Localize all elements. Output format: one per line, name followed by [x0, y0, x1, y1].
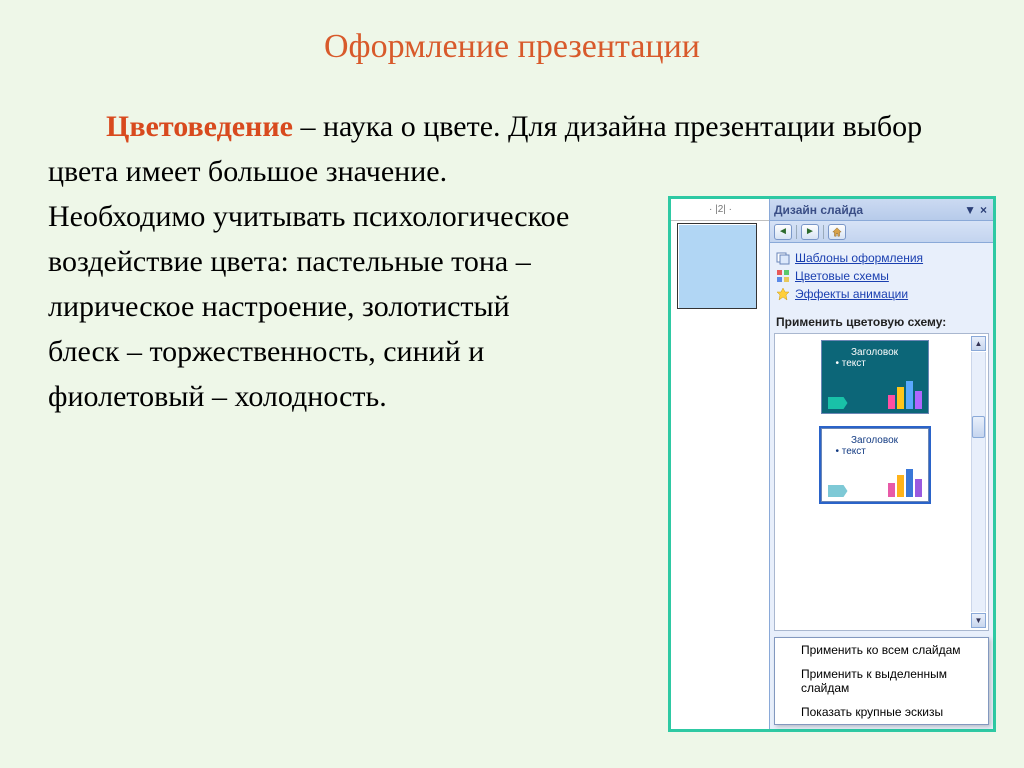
thumb-title: Заголовок: [828, 435, 922, 446]
paragraph-1: Цветоведение – наука о цвете. Для дизайн…: [48, 104, 976, 194]
scroll-up-icon[interactable]: ▲: [971, 336, 986, 351]
menu-apply-selected[interactable]: Применить к выделенным слайдам: [775, 662, 988, 700]
scroll-down-icon[interactable]: ▼: [971, 613, 986, 628]
nav-home-icon[interactable]: [828, 224, 846, 240]
context-menu: Применить ко всем слайдам Применить к вы…: [774, 637, 989, 725]
link-animation[interactable]: Эффекты анимации: [776, 285, 987, 303]
scheme-thumb-2[interactable]: Заголовок • текст: [821, 428, 929, 502]
ruler: · |2| ·: [671, 199, 769, 221]
taskpane-screenshot: · |2| · Дизайн слайда ▼ × ◄ ► Шаблоны оф…: [668, 196, 996, 732]
thumb-chart: [888, 469, 922, 497]
schemes-list: ▲ ▼ Заголовок • текст Заголовок • текст: [774, 333, 989, 631]
pane-title: Дизайн слайда: [774, 203, 863, 217]
thumb-title: Заголовок: [828, 347, 922, 358]
slide-title: Оформление презентации: [0, 0, 1024, 66]
term-highlight: Цветоведение: [106, 110, 293, 143]
nav-separator: [823, 225, 824, 239]
scheme-thumb-1[interactable]: Заголовок • текст: [821, 340, 929, 414]
pane-dropdown-icon[interactable]: ▼: [962, 203, 978, 217]
paragraph-2: Необходимо учитывать психологическое воз…: [48, 194, 588, 419]
menu-apply-all[interactable]: Применить ко всем слайдам: [775, 638, 988, 662]
nav-back-icon[interactable]: ◄: [774, 224, 792, 240]
menu-large-thumbs[interactable]: Показать крупные эскизы: [775, 700, 988, 724]
link-label: Эффекты анимации: [795, 287, 908, 301]
section-label: Применить цветовую схему:: [770, 307, 993, 333]
pane-header: Дизайн слайда ▼ ×: [770, 199, 993, 221]
thumb-shape: [828, 485, 848, 497]
scroll-track[interactable]: [971, 352, 986, 612]
templates-icon: [776, 251, 790, 265]
nav-forward-icon[interactable]: ►: [801, 224, 819, 240]
colors-icon: [776, 269, 790, 283]
link-templates[interactable]: Шаблоны оформления: [776, 249, 987, 267]
link-label: Шаблоны оформления: [795, 251, 923, 265]
design-taskpane: Дизайн слайда ▼ × ◄ ► Шаблоны оформления…: [769, 199, 993, 729]
slide-preview-strip: · |2| ·: [671, 199, 769, 729]
thumb-bullet: • текст: [828, 446, 922, 457]
nav-separator: [796, 225, 797, 239]
link-label: Цветовые схемы: [795, 269, 889, 283]
pane-nav: ◄ ►: [770, 221, 993, 243]
pane-links: Шаблоны оформления Цветовые схемы Эффект…: [770, 243, 993, 307]
link-color-schemes[interactable]: Цветовые схемы: [776, 267, 987, 285]
close-icon[interactable]: ×: [978, 203, 989, 217]
slide-preview: [677, 223, 757, 309]
thumb-shape: [828, 397, 848, 409]
thumb-chart: [888, 381, 922, 409]
thumb-bullet: • текст: [828, 358, 922, 369]
anim-icon: [776, 287, 790, 301]
scroll-thumb[interactable]: [972, 416, 985, 438]
